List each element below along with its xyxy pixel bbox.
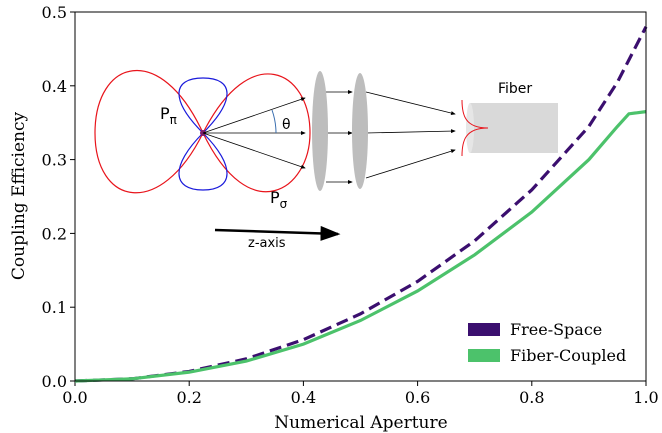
- annotation: σ: [280, 197, 288, 211]
- x-tick-label: 0.2: [176, 388, 201, 407]
- y-tick-label: 0.4: [42, 77, 67, 96]
- legend-label: Free-Space: [510, 320, 602, 339]
- x-tick-label: 0.0: [62, 388, 87, 407]
- x-tick-label: 0.4: [291, 388, 316, 407]
- annotation: P: [160, 104, 170, 123]
- plot-frame: [74, 11, 647, 382]
- z-arrow: [214, 225, 341, 241]
- y-tick-label: 0.2: [42, 224, 67, 243]
- inset-diagram: Pπ θ Pσ z-axis Fiber: [94, 70, 558, 251]
- legend-label: Fiber-Coupled: [510, 346, 626, 365]
- lens: [352, 73, 368, 189]
- annotation: Fiber: [498, 81, 532, 97]
- theta-arc: [271, 109, 277, 134]
- fiber-end: [466, 103, 474, 153]
- lens: [312, 71, 328, 191]
- x-tick-label: 0.6: [405, 388, 430, 407]
- annotation: π: [170, 113, 177, 127]
- legend-swatch: [468, 349, 500, 362]
- annotation: P: [270, 188, 280, 207]
- p-sigma-label: Pσ: [270, 188, 288, 211]
- x-tick-label: 1.0: [633, 388, 658, 407]
- y-tick-label: 0.3: [42, 151, 67, 170]
- y-tick-label: 0.1: [42, 298, 67, 317]
- y-axis-label: Coupling Efficiency: [9, 112, 29, 281]
- annotation: z-axis: [248, 236, 286, 251]
- p-pi-label: Pπ: [160, 104, 177, 127]
- y-tick-label: 0.5: [42, 3, 67, 22]
- annotation: θ: [282, 117, 291, 133]
- legend-swatch: [468, 323, 500, 336]
- x-axis-label: Numerical Aperture: [274, 413, 447, 433]
- y-tick-label: 0.0: [42, 372, 67, 391]
- x-tick-label: 0.8: [519, 388, 544, 407]
- rays: [202, 90, 456, 184]
- series-line: [74, 110, 647, 383]
- mode-profile: [461, 99, 489, 157]
